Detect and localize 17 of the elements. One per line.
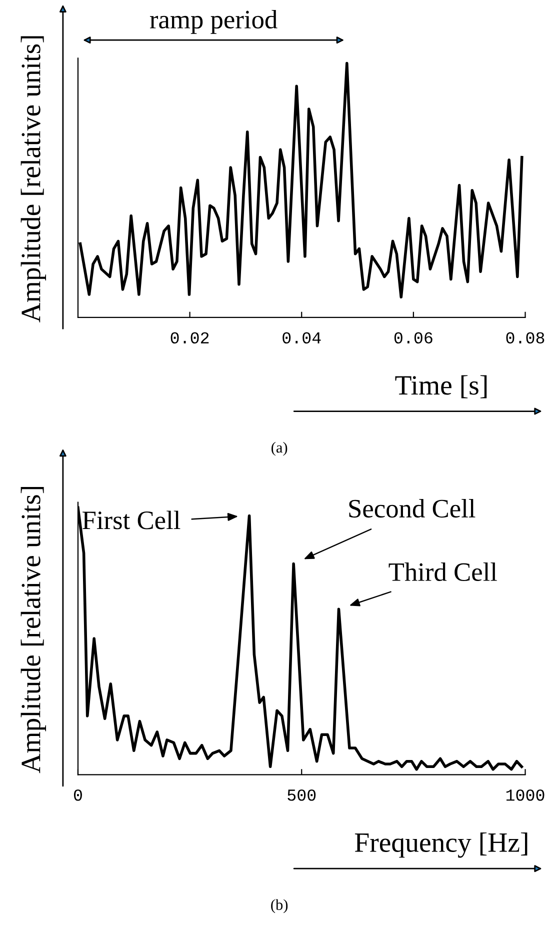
x-axis-title: Frequency [Hz] [354, 832, 528, 858]
x-tick-label: 0.04 [282, 332, 321, 344]
annotation: Third Cell [388, 562, 497, 582]
text: (b) [271, 899, 288, 914]
x-tick-label: 0 [74, 789, 82, 801]
x-axis-title: Time [s] [395, 375, 487, 398]
y-axis-title: Amplitude [relative units] [20, 486, 46, 774]
x-tick-label: 500 [288, 789, 316, 801]
annotation: Second Cell [349, 499, 476, 518]
x-tick-label: 1000 [506, 789, 544, 801]
x-tick-label: 0.06 [394, 332, 432, 344]
text: (a) [272, 442, 288, 456]
annotation: First Cell [82, 510, 180, 530]
x-tick-label: 0.08 [506, 332, 544, 344]
x-tick-label: 0.02 [170, 332, 209, 344]
y-axis-title: Amplitude [relative units] [20, 36, 46, 322]
text: ramp period [150, 10, 278, 34]
